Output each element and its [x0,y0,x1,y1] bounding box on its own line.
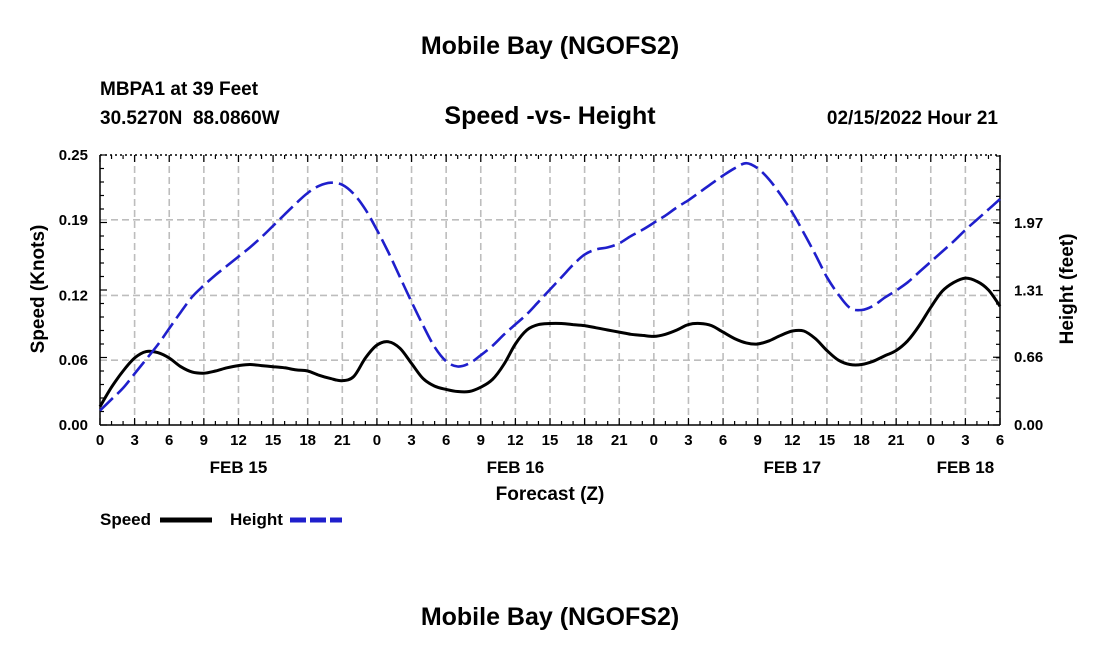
x-date-label: FEB 18 [937,458,995,477]
x-tick-label: 3 [684,432,692,449]
y-left-tick-label: 0.12 [59,287,88,304]
footer-title: Mobile Bay (NGOFS2) [421,603,679,631]
legend-label-speed: Speed [100,510,151,529]
x-tick-label: 9 [754,432,762,449]
y-left-tick-label: 0.25 [59,147,88,164]
x-tick-label: 9 [200,432,208,449]
x-tick-label: 6 [442,432,450,449]
x-tick-label: 21 [888,432,905,449]
x-date-label: FEB 17 [763,458,821,477]
x-tick-label: 3 [130,432,138,449]
x-date-label: FEB 15 [210,458,268,477]
y-right-tick-label: 0.00 [1014,417,1043,434]
x-tick-label: 12 [784,432,801,449]
x-tick-label: 6 [996,432,1004,449]
chart-series [98,161,1002,412]
page-title: Mobile Bay (NGOFS2) [421,32,679,60]
x-tick-label: 0 [96,432,104,449]
x-tick-label: 0 [650,432,658,449]
x-tick-label: 15 [819,432,836,449]
x-tick-label: 3 [407,432,415,449]
y-right-tick-label: 1.31 [1014,283,1043,300]
chart-tick-labels: 0 3 6 9 12 15 18 21 0 3 6 9 12 15 18 21 0 3 6 9 12 15 18 21 0 3 6F… [59,147,1043,477]
y-right-tick-label: 1.97 [1014,215,1043,232]
y-axis-right-label: Height (feet) [1057,234,1078,345]
chart-title: Speed -vs- Height [444,102,656,130]
x-tick-label: 18 [576,432,593,449]
x-tick-label: 21 [611,432,628,449]
y-axis-left-label: Speed (Knots) [28,225,49,354]
chart-legend: Speed Height [100,510,342,529]
x-tick-label: 12 [230,432,247,449]
forecast-timestamp: 02/15/2022 Hour 21 [827,108,999,129]
series-line-speed [98,276,1002,408]
y-left-tick-label: 0.00 [59,417,88,434]
x-date-label: FEB 16 [487,458,545,477]
x-tick-label: 12 [507,432,524,449]
x-tick-label: 15 [265,432,282,449]
legend-label-height: Height [230,510,283,529]
x-tick-label: 9 [477,432,485,449]
y-left-tick-label: 0.06 [59,352,88,369]
x-axis-label: Forecast (Z) [496,484,605,505]
x-tick-label: 6 [165,432,173,449]
x-tick-label: 18 [853,432,870,449]
x-tick-label: 3 [961,432,969,449]
chart-axes [99,154,1001,426]
station-coordinates: 30.5270N 88.0860W [100,108,280,129]
x-tick-label: 15 [542,432,559,449]
x-tick-label: 0 [373,432,381,449]
x-tick-label: 21 [334,432,351,449]
x-tick-label: 0 [927,432,935,449]
y-right-tick-label: 0.66 [1014,349,1043,366]
x-tick-label: 18 [299,432,316,449]
station-label: MBPA1 at 39 Feet [100,79,259,100]
y-left-tick-label: 0.19 [59,212,88,229]
series-line-height [99,161,1001,412]
x-tick-label: 6 [719,432,727,449]
